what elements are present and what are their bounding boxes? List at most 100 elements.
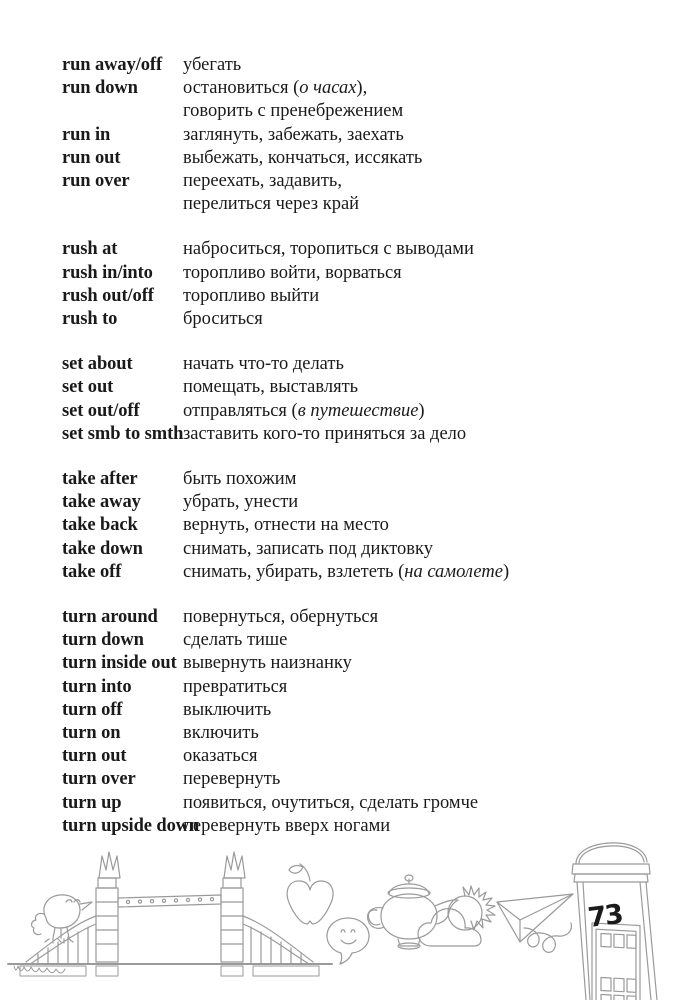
verb-definition: броситься	[183, 308, 700, 331]
verb-definition: начать что-то делать	[183, 353, 700, 376]
verb-definition: оказаться	[183, 745, 700, 768]
verb-term: rush in/into	[62, 262, 153, 283]
definition-line: отправляться (в путешествие)	[183, 400, 425, 421]
verb-definition: наброситься, торопиться с выводами	[183, 238, 700, 261]
verb-definition: остановиться (о часах), говорить с пренеб…	[183, 77, 700, 123]
verb-definition: включить	[183, 722, 700, 745]
verb-entry: set out/off отправляться (в путешествие)	[0, 400, 700, 423]
verb-definition: сделать тише	[183, 629, 700, 652]
definition-line: торопливо войти, ворваться	[183, 262, 402, 283]
verb-definition: выбежать, кончаться, иссякать	[183, 147, 700, 170]
verb-definition: заглянуть, забежать, заехать	[183, 124, 700, 147]
phrasal-verb-list: run away/off убегать run down остановиться …	[0, 54, 700, 838]
verb-entry: turn on включить	[0, 722, 700, 745]
verb-entry: take back вернуть, отнести на место	[0, 514, 700, 537]
verb-term: set about	[62, 354, 133, 375]
verb-group-turn: turn around повернуться, обернуться turn d…	[0, 606, 700, 838]
verb-definition: перевернуть вверх ногами	[183, 815, 700, 838]
verb-term: take away	[62, 492, 141, 513]
definition-line: переехать, задавить,	[183, 171, 342, 192]
verb-term: set out/off	[62, 400, 140, 421]
definition-line: повернуться, обернуться	[183, 607, 379, 628]
definition-line: вернуть, отнести на место	[183, 515, 389, 536]
verb-definition: превратиться	[183, 676, 700, 699]
definition-line: оказаться	[183, 746, 258, 767]
footer-doodle-illustration	[0, 840, 700, 1000]
verb-definition: убрать, унести	[183, 491, 700, 514]
definition-line: превратиться	[183, 676, 288, 697]
verb-term: turn up	[62, 792, 122, 813]
verb-term: turn off	[62, 699, 123, 720]
definition-line: вывернуть наизнанку	[183, 653, 352, 674]
verb-definition: вернуть, отнести на место	[183, 514, 700, 537]
verb-entry: take down снимать, записать под диктовку	[0, 538, 700, 561]
verb-group-set: set about начать что-то делать set out поме…	[0, 353, 700, 446]
verb-term: rush to	[62, 309, 118, 330]
definition-note: на самолете	[404, 561, 503, 582]
smiley-speech-bubble-doodle	[326, 917, 370, 965]
verb-entry: set out помещать, выставлять	[0, 376, 700, 399]
definition-line: торопливо выйти	[183, 285, 320, 306]
verb-entry: rush at наброситься, торопиться с выводам…	[0, 238, 700, 261]
verb-term: set smb to smth	[62, 423, 184, 444]
definition-line: снимать, убирать, взлететь (на самолете)	[183, 561, 510, 582]
verb-group-rush: rush at наброситься, торопиться с выводам…	[0, 238, 700, 331]
verb-entry: turn around повернуться, обернуться	[0, 606, 700, 629]
verb-definition: снимать, записать под диктовку	[183, 538, 700, 561]
telephone-box-doodle	[571, 842, 658, 1000]
verb-definition: торопливо войти, ворваться	[183, 262, 700, 285]
definition-line: убрать, унести	[183, 492, 299, 513]
verb-entry: rush in/into торопливо войти, ворваться	[0, 262, 700, 285]
verb-term: take off	[62, 561, 122, 582]
verb-definition: снимать, убирать, взлететь (на самолете)	[183, 561, 700, 584]
verb-definition: быть похожим	[183, 468, 700, 491]
verb-definition: переехать, задавить, перелиться через кра…	[183, 170, 700, 216]
verb-term: turn inside out	[62, 653, 177, 674]
definition-line: выключить	[183, 699, 272, 720]
verb-entry: run out выбежать, кончаться, иссякать	[0, 147, 700, 170]
verb-definition: перевернуть	[183, 768, 700, 791]
verb-term: rush at	[62, 239, 118, 260]
verb-definition: отправляться (в путешествие)	[183, 400, 700, 423]
definition-line: броситься	[183, 309, 263, 330]
bird-doodle	[30, 894, 93, 944]
verb-term: turn on	[62, 723, 121, 744]
verb-entry: run in заглянуть, забежать, заехать	[0, 124, 700, 147]
sun-behind-cloud-doodle	[417, 885, 496, 947]
verb-term: turn out	[62, 746, 127, 767]
verb-group-run: run away/off убегать run down остановиться …	[0, 54, 700, 216]
verb-entry: rush to броситься	[0, 308, 700, 331]
verb-term: run in	[62, 124, 111, 145]
definition-line: остановиться (о часах),	[183, 78, 368, 99]
definition-line: говорить с пренебрежением	[183, 101, 404, 122]
verb-definition: повернуться, обернуться	[183, 606, 700, 629]
definition-line: перевернуть	[183, 769, 281, 790]
verb-entry: turn into превратиться	[0, 676, 700, 699]
verb-term: run down	[62, 78, 138, 99]
verb-entry: turn up появиться, очутиться, сделать гро…	[0, 792, 700, 815]
definition-note: в путешествие	[297, 400, 419, 421]
verb-term: take down	[62, 538, 143, 559]
definition-line: перевернуть вверх ногами	[183, 815, 391, 836]
verb-term: take back	[62, 515, 138, 536]
verb-entry: turn out оказаться	[0, 745, 700, 768]
verb-definition: убегать	[183, 54, 700, 77]
definition-line: убегать	[183, 55, 242, 75]
apple-doodle	[286, 863, 334, 925]
verb-entry: take off снимать, убирать, взлететь (на с…	[0, 561, 700, 584]
definition-line: появиться, очутиться, сделать громче	[183, 792, 479, 813]
verb-entry: run over переехать, задавить, перелиться ч…	[0, 170, 700, 216]
verb-term: turn over	[62, 769, 136, 790]
definition-line: снимать, записать под диктовку	[183, 538, 434, 559]
verb-entry: take after быть похожим	[0, 468, 700, 491]
definition-line: наброситься, торопиться с выводами	[183, 239, 474, 260]
verb-definition: вывернуть наизнанку	[183, 652, 700, 675]
verb-entry: turn off выключить	[0, 699, 700, 722]
verb-definition: помещать, выставлять	[183, 376, 700, 399]
verb-term: set out	[62, 377, 114, 398]
definition-line: заставить кого-то приняться за дело	[183, 423, 467, 444]
definition-line: заглянуть, забежать, заехать	[183, 124, 404, 145]
verb-definition: появиться, очутиться, сделать громче	[183, 792, 700, 815]
paper-plane-doodle	[496, 893, 574, 953]
